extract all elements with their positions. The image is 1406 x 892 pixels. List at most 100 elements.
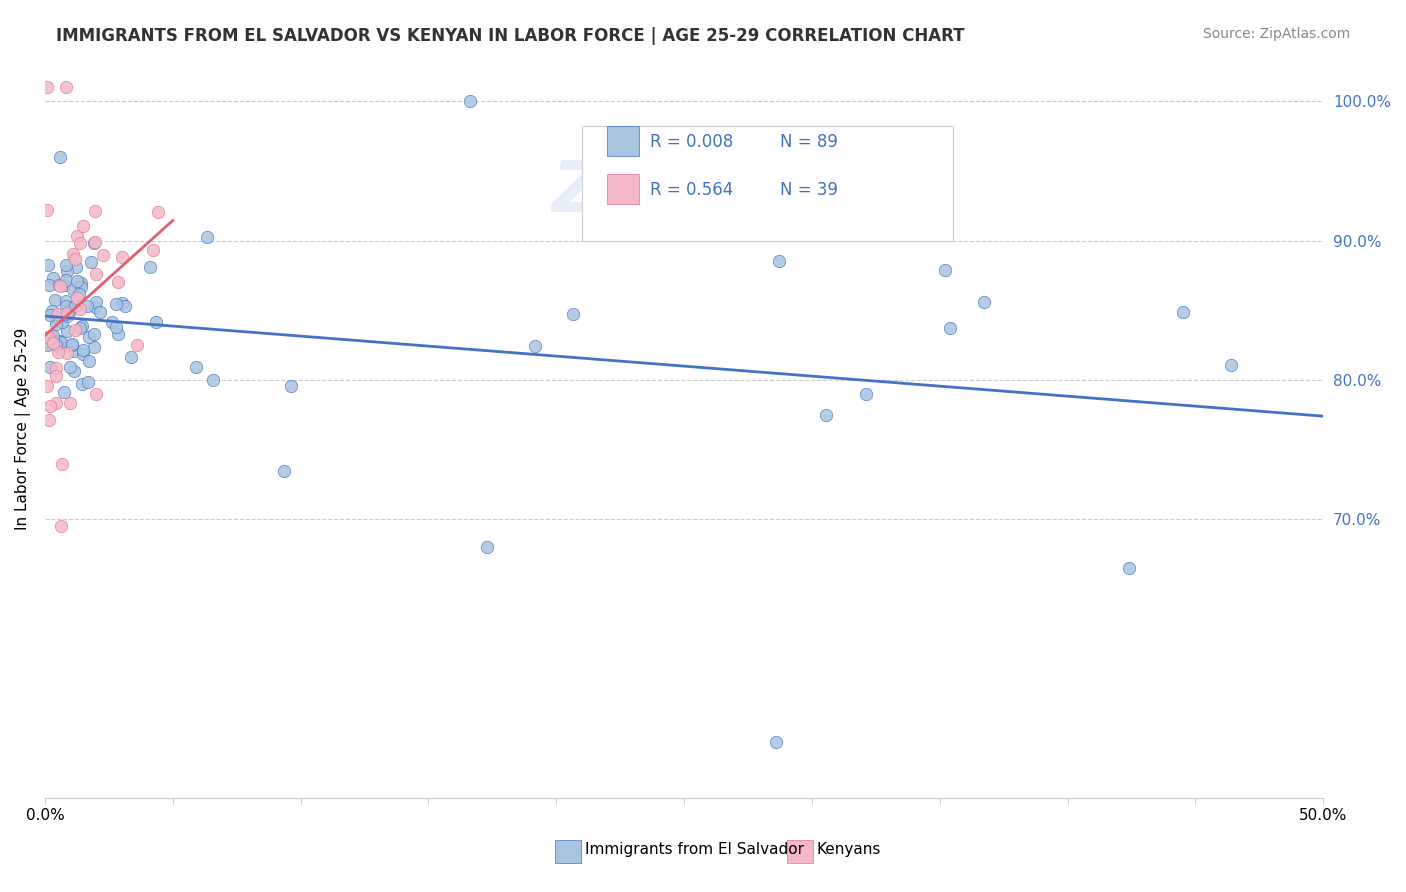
Point <box>148 205 170 219</box>
Point <box>53 385 76 400</box>
Point <box>76 299 98 313</box>
Point <box>72 347 94 361</box>
Point <box>37 202 59 217</box>
Text: IMMIGRANTS FROM EL SALVADOR VS KENYAN IN LABOR FORCE | AGE 25-29 CORRELATION CHA: IMMIGRANTS FROM EL SALVADOR VS KENYAN IN… <box>56 27 965 45</box>
Point <box>855 387 877 401</box>
Point <box>111 250 134 264</box>
Point <box>51 315 73 329</box>
Point <box>63 364 86 378</box>
Point <box>91 248 114 262</box>
Point <box>53 277 76 292</box>
Point <box>39 399 62 413</box>
Point <box>37 379 59 393</box>
Point <box>104 320 127 334</box>
Point <box>41 270 63 285</box>
Point <box>562 307 585 321</box>
Point <box>60 336 83 351</box>
Point <box>477 541 499 555</box>
Point <box>84 295 107 310</box>
Point <box>55 258 77 272</box>
Point <box>111 295 134 310</box>
Point <box>41 304 63 318</box>
Point <box>49 279 72 293</box>
Point <box>70 276 93 290</box>
Point <box>66 274 89 288</box>
Point <box>84 267 107 281</box>
Point <box>45 338 67 352</box>
Point <box>138 260 160 274</box>
Point <box>49 335 72 350</box>
Point <box>60 337 83 351</box>
Point <box>46 307 69 321</box>
Point <box>84 300 107 314</box>
Text: R = 0.008: R = 0.008 <box>650 133 733 152</box>
Point <box>202 373 225 387</box>
Point <box>1171 305 1194 319</box>
Point <box>45 318 67 332</box>
Point <box>63 299 86 313</box>
Point <box>186 360 208 375</box>
Point <box>458 95 481 109</box>
Point <box>70 280 93 294</box>
Point <box>62 246 84 260</box>
Bar <box>607 126 640 155</box>
Point <box>62 282 84 296</box>
Text: Kenyans: Kenyans <box>817 842 882 856</box>
Point <box>38 359 60 374</box>
Point <box>77 354 100 368</box>
Point <box>65 260 87 275</box>
Point <box>59 301 82 315</box>
Point <box>55 307 77 321</box>
Point <box>45 396 67 410</box>
Point <box>145 315 167 329</box>
Point <box>768 253 790 268</box>
Point <box>765 735 787 749</box>
Point <box>55 306 77 320</box>
Point <box>84 204 107 219</box>
Point <box>938 321 960 335</box>
Point <box>37 338 59 352</box>
Point <box>77 330 100 344</box>
Point <box>120 350 142 364</box>
Point <box>38 331 60 345</box>
Point <box>83 235 105 249</box>
Point <box>49 519 72 533</box>
Point <box>523 338 546 352</box>
Point <box>63 344 86 359</box>
Point <box>42 336 65 351</box>
Point <box>107 275 129 289</box>
Text: atlas: atlas <box>685 158 859 227</box>
Point <box>48 341 70 355</box>
Point <box>56 324 79 338</box>
Point <box>37 329 59 343</box>
Point <box>83 327 105 342</box>
Point <box>67 287 90 301</box>
Point <box>72 343 94 358</box>
Point <box>45 361 67 376</box>
Point <box>107 326 129 341</box>
Point <box>72 219 94 234</box>
Point <box>59 304 82 318</box>
Point <box>38 308 60 322</box>
Point <box>48 334 70 349</box>
Point <box>142 243 165 257</box>
Point <box>44 310 66 325</box>
Point <box>42 329 65 343</box>
Point <box>77 375 100 389</box>
Point <box>273 464 295 478</box>
Text: N = 89: N = 89 <box>780 133 838 152</box>
Point <box>1220 358 1243 372</box>
Bar <box>607 174 640 203</box>
Point <box>55 264 77 278</box>
Point <box>101 315 124 329</box>
Point <box>37 80 59 95</box>
Point <box>83 235 105 250</box>
Point <box>89 305 111 319</box>
Point <box>934 263 956 277</box>
Point <box>55 309 77 323</box>
Text: Source: ZipAtlas.com: Source: ZipAtlas.com <box>1202 27 1350 41</box>
Point <box>197 230 219 244</box>
Text: R = 0.564: R = 0.564 <box>650 181 733 199</box>
Point <box>69 236 91 251</box>
Point <box>55 80 77 95</box>
